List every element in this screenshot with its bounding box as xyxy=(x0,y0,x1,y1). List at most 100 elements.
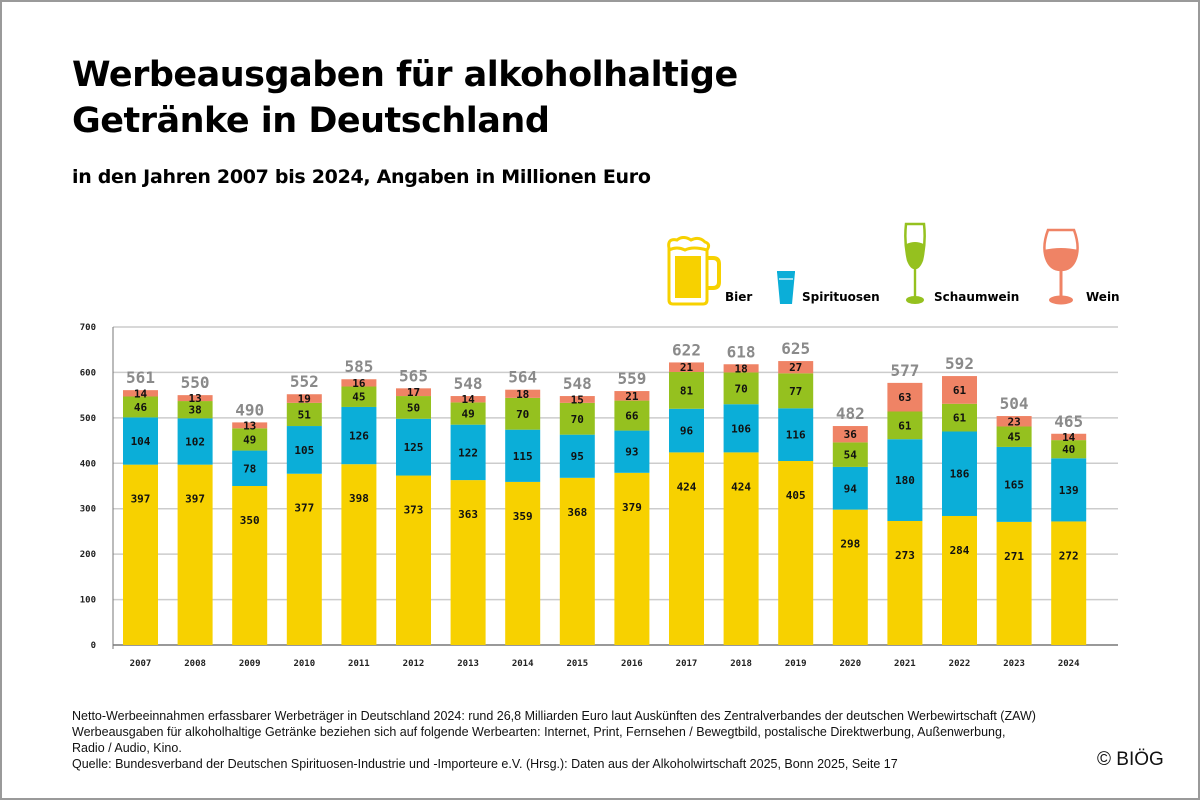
data-label: 77 xyxy=(789,385,802,398)
bar-segment-wein xyxy=(123,390,158,397)
bar-segment-schaumwein xyxy=(887,411,923,440)
data-label: 38 xyxy=(188,404,201,417)
bar-segment-schaumwein xyxy=(505,397,541,430)
data-label: 106 xyxy=(731,422,751,435)
bar-segment-wein xyxy=(559,396,595,403)
y-tick-label: 300 xyxy=(80,505,96,515)
bar-segment-schaumwein xyxy=(723,372,759,405)
total-label: 622 xyxy=(672,340,701,359)
data-label: 27 xyxy=(789,361,802,374)
data-label: 105 xyxy=(294,444,314,457)
bar-segment-bier xyxy=(614,472,650,645)
y-tick-label: 600 xyxy=(80,368,96,378)
bar-segment-schaumwein xyxy=(1051,440,1087,459)
data-label: 186 xyxy=(950,468,970,481)
data-label: 398 xyxy=(349,492,369,505)
bar-segment-wein xyxy=(286,394,322,403)
y-tick-label: 100 xyxy=(80,596,96,606)
x-tick-label: 2010 xyxy=(293,659,315,669)
data-label: 17 xyxy=(407,386,420,399)
bar-segment-schaumwein xyxy=(177,401,213,419)
data-label: 424 xyxy=(677,480,697,493)
x-tick-label: 2012 xyxy=(403,659,425,669)
bar-segment-wein xyxy=(942,376,977,404)
bar-segment-wein xyxy=(887,382,923,412)
data-label: 19 xyxy=(298,393,311,406)
x-tick-label: 2024 xyxy=(1058,659,1080,669)
bar-segment-spirituosen xyxy=(887,439,923,521)
data-label: 13 xyxy=(243,419,256,432)
data-label: 165 xyxy=(1004,478,1024,491)
y-tick-label: 700 xyxy=(80,323,96,333)
bar-segment-bier xyxy=(559,477,595,645)
data-label: 116 xyxy=(786,429,806,442)
data-label: 397 xyxy=(185,493,205,506)
legend-label-wein: Wein xyxy=(1086,290,1120,304)
data-label: 139 xyxy=(1059,484,1079,497)
bar-segment-wein xyxy=(669,362,704,372)
bar-segment-spirituosen xyxy=(669,408,704,453)
beer-mug-icon xyxy=(667,236,721,306)
bar-segment-wein xyxy=(450,396,486,403)
data-label: 284 xyxy=(950,544,970,557)
data-label: 21 xyxy=(625,390,639,403)
data-label: 273 xyxy=(895,549,915,562)
bar-segment-bier xyxy=(341,464,377,645)
chart-title: Werbeausgaben für alkoholhaltige Getränk… xyxy=(72,52,738,144)
x-tick-label: 2007 xyxy=(130,659,152,669)
x-tick-label: 2008 xyxy=(184,659,206,669)
x-tick-label: 2020 xyxy=(839,659,861,669)
total-label: 548 xyxy=(563,374,592,393)
total-label: 490 xyxy=(235,400,264,419)
bar-segment-wein xyxy=(996,416,1032,427)
data-label: 14 xyxy=(461,393,475,406)
data-label: 70 xyxy=(734,382,747,395)
wine-glass-icon xyxy=(1043,228,1079,305)
bar-segment-wein xyxy=(232,422,268,429)
data-label: 40 xyxy=(1062,443,1075,456)
data-label: 49 xyxy=(243,433,256,446)
data-label: 18 xyxy=(516,388,529,401)
bar-segment-schaumwein xyxy=(286,402,322,427)
total-label: 550 xyxy=(181,373,210,392)
data-label: 45 xyxy=(1007,431,1020,444)
legend-item-schaumwein: Schaumwein xyxy=(900,222,1019,306)
bar-segment-spirituosen xyxy=(559,434,595,478)
shot-glass-icon xyxy=(777,271,795,304)
copyright-label: © BIÖG xyxy=(1097,749,1164,770)
data-label: 61 xyxy=(953,384,967,397)
bar-segment-spirituosen xyxy=(341,406,377,465)
bar-segment-wein xyxy=(723,364,759,373)
bar-segment-spirituosen xyxy=(123,417,158,465)
bar-segment-wein xyxy=(505,389,541,398)
bar-segment-schaumwein xyxy=(614,400,650,431)
data-label: 126 xyxy=(349,430,369,443)
data-label: 46 xyxy=(134,401,148,414)
data-label: 424 xyxy=(731,480,751,493)
bar-segment-spirituosen xyxy=(723,404,759,453)
data-label: 122 xyxy=(458,446,478,459)
chart-subtitle: in den Jahren 2007 bis 2024, Angaben in … xyxy=(72,166,651,188)
data-label: 50 xyxy=(407,401,420,414)
bar-segment-spirituosen xyxy=(450,424,486,481)
legend-item-spirituosen: Spirituosen xyxy=(776,270,880,306)
legend-label-bier: Bier xyxy=(725,290,753,304)
footnote-line-4: Quelle: Bundesverband der Deutschen Spir… xyxy=(72,757,898,771)
bar-segment-spirituosen xyxy=(778,408,814,462)
total-label: 585 xyxy=(344,357,373,376)
total-label: 577 xyxy=(890,361,919,380)
data-label: 94 xyxy=(844,482,858,495)
bar-segment-bier xyxy=(669,452,704,645)
y-tick-label: 0 xyxy=(91,641,96,651)
bar-segment-bier xyxy=(505,481,541,645)
x-tick-label: 2014 xyxy=(512,659,534,669)
bar-segment-schaumwein xyxy=(942,403,977,432)
data-label: 49 xyxy=(461,408,474,421)
data-label: 21 xyxy=(680,361,694,374)
legend-item-wein: Wein xyxy=(1040,228,1120,306)
bar-segment-spirituosen xyxy=(832,466,868,510)
total-label: 465 xyxy=(1054,412,1083,431)
bar-segment-bier xyxy=(396,475,431,645)
bar-segment-spirituosen xyxy=(1051,458,1087,522)
legend-label-schaumwein: Schaumwein xyxy=(934,290,1020,304)
